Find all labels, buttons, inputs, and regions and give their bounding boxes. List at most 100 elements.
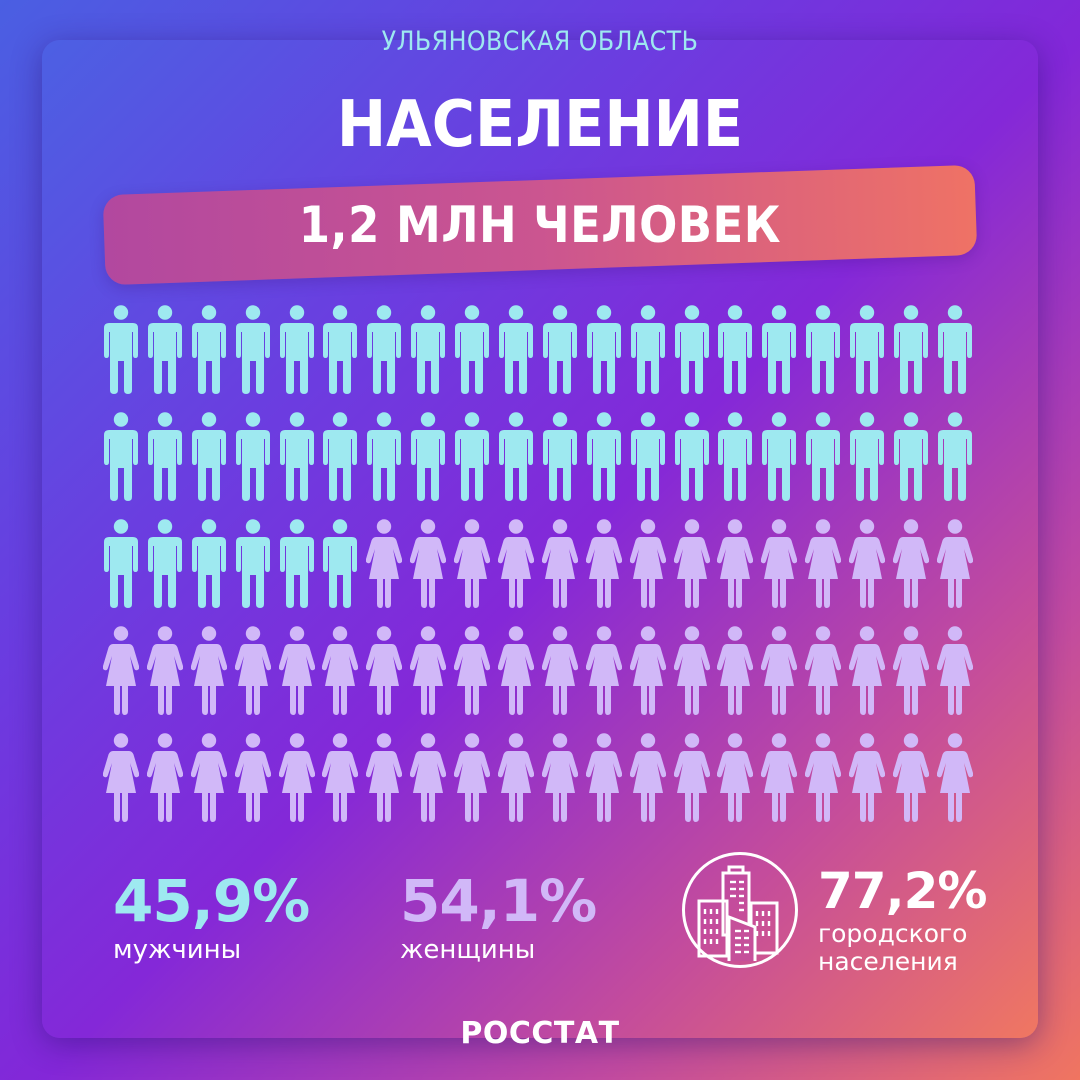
women-percent: 54,1% — [400, 867, 597, 935]
male-figure-icon — [235, 519, 271, 609]
male-figure-icon — [761, 305, 797, 395]
female-figure-icon — [805, 519, 842, 609]
female-figure-icon — [936, 733, 973, 823]
urban-label: городского населения — [818, 920, 986, 976]
female-figure-icon — [893, 626, 930, 716]
male-figure-icon — [849, 305, 885, 395]
male-figure-icon — [103, 412, 139, 502]
female-figure-icon — [498, 733, 535, 823]
male-figure-icon — [147, 519, 183, 609]
female-figure-icon — [717, 733, 754, 823]
female-figure-icon — [541, 626, 578, 716]
male-figure-icon — [366, 305, 402, 395]
female-figure-icon — [761, 733, 798, 823]
female-figure-icon — [585, 626, 622, 716]
women-label: женщины — [400, 935, 536, 965]
male-figure-icon — [674, 305, 710, 395]
male-figure-icon — [849, 412, 885, 502]
male-figure-icon — [542, 305, 578, 395]
male-figure-icon — [498, 305, 534, 395]
male-figure-icon — [937, 305, 973, 395]
city-buildings-icon — [681, 851, 799, 969]
female-figure-icon — [322, 626, 359, 716]
female-figure-icon — [278, 733, 315, 823]
male-figure-icon — [235, 305, 271, 395]
male-figure-icon — [191, 519, 227, 609]
male-figure-icon — [322, 412, 358, 502]
male-figure-icon — [191, 412, 227, 502]
female-figure-icon — [849, 519, 886, 609]
female-figure-icon — [629, 626, 666, 716]
male-figure-icon — [454, 305, 490, 395]
female-figure-icon — [761, 626, 798, 716]
female-figure-icon — [278, 626, 315, 716]
male-figure-icon — [410, 412, 446, 502]
female-figure-icon — [190, 626, 227, 716]
female-figure-icon — [410, 626, 447, 716]
female-figure-icon — [454, 733, 491, 823]
male-figure-icon — [630, 412, 666, 502]
male-figure-icon — [235, 412, 271, 502]
page-title: НАСЕЛЕНИЕ — [336, 88, 744, 162]
male-figure-icon — [586, 305, 622, 395]
male-figure-icon — [893, 305, 929, 395]
population-total: 1,2 МЛН ЧЕЛОВЕК — [298, 196, 782, 254]
female-figure-icon — [322, 733, 359, 823]
urban-label-line1: городского — [818, 919, 968, 948]
female-figure-icon — [366, 733, 403, 823]
female-figure-icon — [673, 626, 710, 716]
male-figure-icon — [279, 519, 315, 609]
female-figure-icon — [190, 733, 227, 823]
male-figure-icon — [410, 305, 446, 395]
region-name: УЛЬЯНОВСКАЯ ОБЛАСТЬ — [381, 26, 699, 57]
female-figure-icon — [366, 626, 403, 716]
female-figure-icon — [146, 626, 183, 716]
male-figure-icon — [893, 412, 929, 502]
men-percent: 45,9% — [113, 867, 310, 935]
male-figure-icon — [103, 519, 139, 609]
female-figure-icon — [410, 519, 447, 609]
male-figure-icon — [147, 412, 183, 502]
female-figure-icon — [761, 519, 798, 609]
stat-men: 45,9% мужчины — [113, 867, 310, 965]
female-figure-icon — [498, 626, 535, 716]
male-figure-icon — [498, 412, 534, 502]
male-figure-icon — [805, 412, 841, 502]
male-figure-icon — [586, 412, 622, 502]
urban-label-line2: населения — [818, 947, 958, 976]
female-figure-icon — [454, 626, 491, 716]
male-figure-icon — [937, 412, 973, 502]
male-figure-icon — [147, 305, 183, 395]
male-figure-icon — [279, 305, 315, 395]
male-figure-icon — [761, 412, 797, 502]
female-figure-icon — [673, 519, 710, 609]
male-figure-icon — [542, 412, 578, 502]
female-figure-icon — [936, 626, 973, 716]
female-figure-icon — [541, 519, 578, 609]
pictogram-grid — [103, 305, 973, 823]
female-figure-icon — [849, 626, 886, 716]
male-figure-icon — [717, 305, 753, 395]
female-figure-icon — [103, 626, 139, 716]
male-figure-icon — [322, 305, 358, 395]
female-figure-icon — [805, 733, 842, 823]
female-figure-icon — [629, 519, 666, 609]
female-figure-icon — [585, 733, 622, 823]
male-figure-icon — [630, 305, 666, 395]
female-figure-icon — [717, 626, 754, 716]
female-figure-icon — [893, 733, 930, 823]
female-figure-icon — [234, 626, 271, 716]
male-figure-icon — [279, 412, 315, 502]
female-figure-icon — [673, 733, 710, 823]
men-label: мужчины — [113, 935, 242, 965]
female-figure-icon — [541, 733, 578, 823]
female-figure-icon — [410, 733, 447, 823]
female-figure-icon — [629, 733, 666, 823]
male-figure-icon — [805, 305, 841, 395]
female-figure-icon — [849, 733, 886, 823]
source-logo: РОССТАТ — [460, 1016, 620, 1051]
female-figure-icon — [936, 519, 973, 609]
male-figure-icon — [322, 519, 358, 609]
female-figure-icon — [805, 626, 842, 716]
male-figure-icon — [674, 412, 710, 502]
